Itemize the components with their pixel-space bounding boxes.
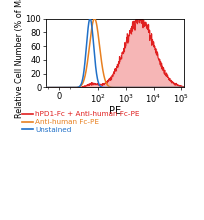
Legend: hPD1-Fc + Anti-human Fc-PE, Anti-human Fc-PE, Unstained: hPD1-Fc + Anti-human Fc-PE, Anti-human F… <box>20 108 143 136</box>
Y-axis label: Relative Cell Number (% of Max): Relative Cell Number (% of Max) <box>15 0 24 118</box>
X-axis label: PE: PE <box>109 106 121 116</box>
